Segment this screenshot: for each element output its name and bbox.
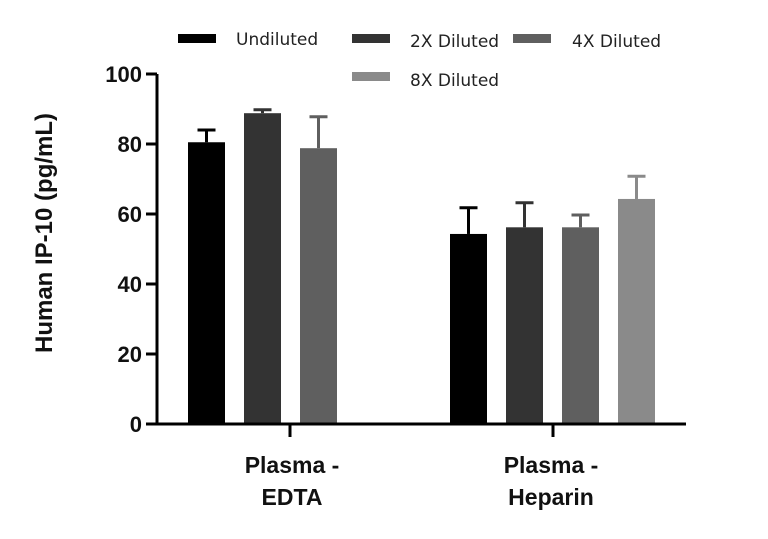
- y-tick-label-40: 40: [118, 272, 142, 297]
- legend-label-2x-diluted: 2X Diluted: [410, 32, 499, 52]
- legend-swatch-2x-diluted: [352, 34, 390, 43]
- y-tick-label-100: 100: [105, 62, 142, 87]
- legend-item-8x-diluted: 8X Diluted: [352, 71, 499, 91]
- legend-swatch-4x-diluted: [513, 34, 551, 43]
- category-label-edta-line1: Plasma -: [245, 452, 340, 478]
- bar-plasma-heparin-undiluted: [450, 233, 487, 424]
- y-axis-ticks: 0 20 40 60 80 100: [105, 62, 157, 437]
- bar-plasma-heparin-8x-diluted: [618, 198, 655, 424]
- category-label-heparin-line2: Heparin: [508, 484, 594, 510]
- error-bar-plasma-heparin-8x-diluted: [627, 174, 646, 199]
- y-tick-label-0: 0: [130, 412, 142, 437]
- legend-item-undiluted: Undiluted: [178, 30, 318, 50]
- category-label-plasma-heparin: Plasma - Heparin: [504, 452, 599, 510]
- bar-plasma-heparin-2x-diluted: [506, 227, 543, 424]
- y-axis-title: Human IP-10 (pg/mL): [31, 113, 58, 353]
- error-bars: [197, 108, 646, 234]
- y-tick-label-60: 60: [118, 202, 142, 227]
- bar-plasma-edta-2x-diluted: [244, 113, 281, 424]
- legend-item-4x-diluted: 4X Diluted: [513, 32, 661, 52]
- legend-label-undiluted: Undiluted: [236, 30, 318, 50]
- bars: [188, 113, 655, 424]
- error-bar-plasma-edta-4x-diluted: [309, 115, 328, 149]
- y-tick-label-20: 20: [118, 342, 142, 367]
- bar-plasma-heparin-4x-diluted: [562, 227, 599, 424]
- category-label-edta-line2: EDTA: [262, 484, 323, 510]
- error-bar-plasma-heparin-2x-diluted: [515, 201, 534, 228]
- legend-label-8x-diluted: 8X Diluted: [410, 71, 499, 91]
- legend: Undiluted 2X Diluted 4X Diluted 8X Dilut…: [178, 30, 661, 91]
- bar-plasma-edta-4x-diluted: [300, 148, 337, 424]
- legend-swatch-8x-diluted: [352, 72, 390, 81]
- error-bar-plasma-edta-2x-diluted: [253, 108, 272, 114]
- y-tick-label-80: 80: [118, 132, 142, 157]
- bar-plasma-edta-undiluted: [188, 142, 225, 424]
- error-bar-plasma-heparin-4x-diluted: [571, 213, 590, 228]
- error-bar-plasma-heparin-undiluted: [459, 206, 478, 234]
- category-label-plasma-edta: Plasma - EDTA: [245, 452, 340, 510]
- legend-label-4x-diluted: 4X Diluted: [572, 32, 661, 52]
- error-bar-plasma-edta-undiluted: [197, 128, 216, 143]
- category-label-heparin-line1: Plasma -: [504, 452, 599, 478]
- legend-item-2x-diluted: 2X Diluted: [352, 32, 499, 52]
- legend-swatch-undiluted: [178, 34, 216, 43]
